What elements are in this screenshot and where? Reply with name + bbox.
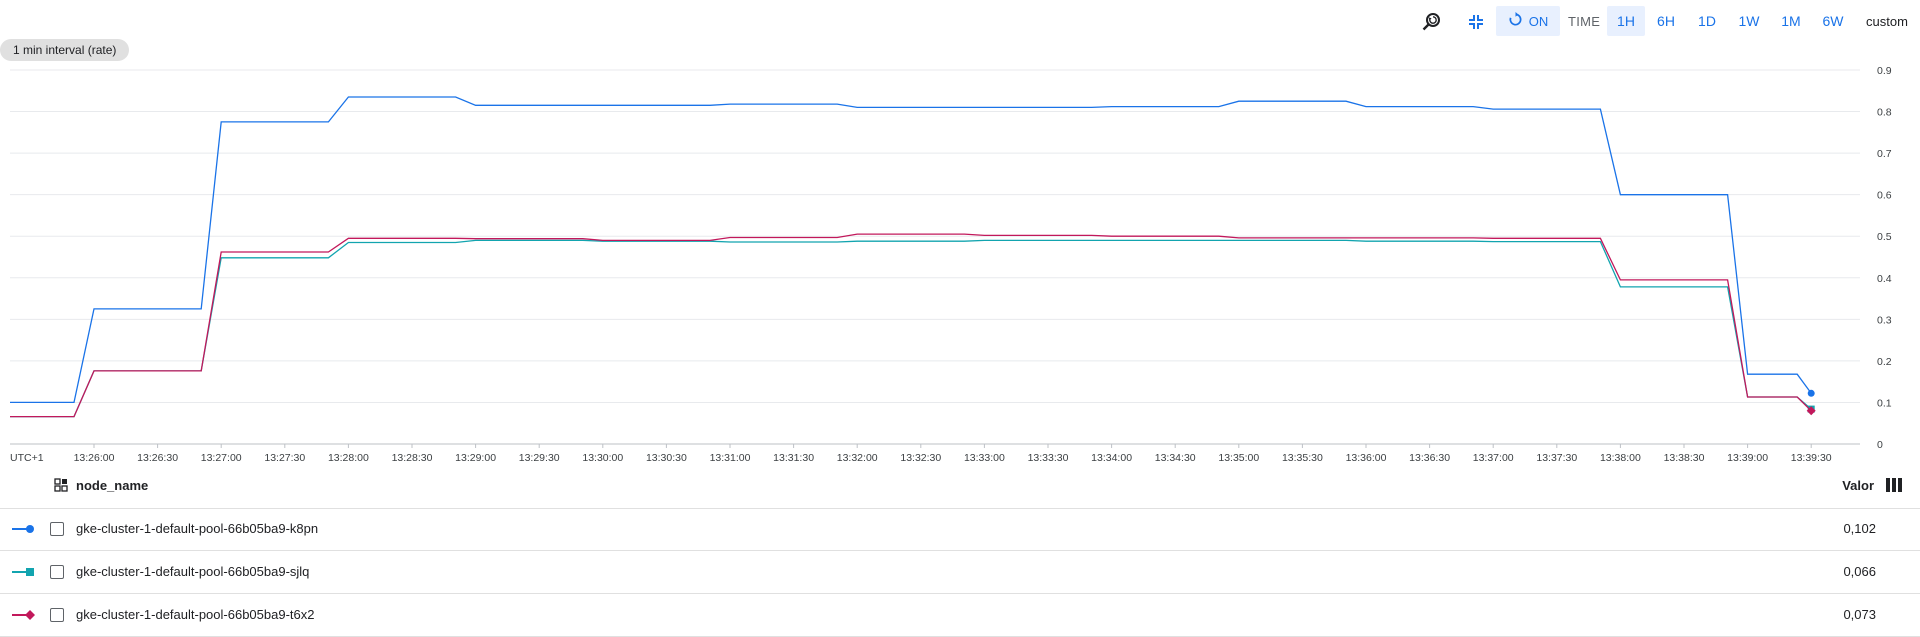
y-tick-label: 0.4 (1877, 273, 1892, 285)
x-tick-label: 13:27:00 (201, 452, 242, 464)
x-tick-label: 13:37:30 (1536, 452, 1577, 464)
x-tick-label: 13:33:00 (964, 452, 1005, 464)
y-tick-label: 0.6 (1877, 190, 1892, 202)
x-tick-label: 13:32:00 (837, 452, 878, 464)
series-marker-diamond-icon (12, 608, 36, 626)
x-tick-label: 13:38:00 (1600, 452, 1641, 464)
x-tick-label: 13:34:00 (1091, 452, 1132, 464)
series-lines (10, 96, 1816, 418)
range-1d-button[interactable]: 1D (1698, 13, 1716, 29)
x-tick-label: 13:31:00 (710, 452, 751, 464)
series-value: 0,066 (1843, 564, 1876, 579)
y-tick-label: 0.9 (1877, 65, 1892, 77)
x-tick-label: 13:39:00 (1727, 452, 1768, 464)
y-tick-label: 0.5 (1877, 231, 1892, 243)
y-tick-label: 0.7 (1877, 148, 1892, 160)
x-tick-label: 13:34:30 (1155, 452, 1196, 464)
time-label: TIME (1568, 14, 1601, 29)
x-tick-label: 13:32:30 (900, 452, 941, 464)
autorefresh-label: ON (1528, 13, 1549, 29)
x-tick-label: 13:36:00 (1346, 452, 1387, 464)
x-tick-label: 13:35:30 (1282, 452, 1323, 464)
range-6h-button[interactable]: 6H (1657, 13, 1675, 29)
y-tick-label: 0 (1877, 439, 1883, 451)
line-chart: 0 0.1 0.2 0.3 0.4 0.5 0.6 0.7 0.8 0.9 UTC+1 13:26… (10, 65, 1892, 464)
series-line (10, 233, 1812, 418)
legend-header: node_name Valor (0, 464, 1920, 509)
x-tick-label: 13:38:30 (1664, 452, 1705, 464)
x-tick-label: 13:30:00 (582, 452, 623, 464)
x-tick-label: 13:27:30 (264, 452, 305, 464)
y-tick-label: 0.8 (1877, 107, 1892, 119)
series-value: 0,102 (1843, 521, 1876, 536)
range-custom-button[interactable]: custom (1866, 13, 1908, 29)
series-checkbox[interactable] (50, 565, 64, 579)
x-tick-label: 13:35:00 (1218, 452, 1259, 464)
autorefresh-toggle[interactable]: ON (1496, 6, 1560, 36)
x-tick-label: 13:33:30 (1028, 452, 1069, 464)
columns-icon[interactable] (1886, 478, 1902, 497)
legend-row[interactable]: gke-cluster-1-default-pool-66b05ba9-k8pn… (0, 508, 1920, 551)
series-checkbox[interactable] (50, 522, 64, 536)
series-name: gke-cluster-1-default-pool-66b05ba9-t6x2 (76, 607, 315, 622)
x-tick-label: 13:29:30 (519, 452, 560, 464)
legend-row[interactable]: gke-cluster-1-default-pool-66b05ba9-t6x2… (0, 594, 1920, 637)
x-tick-label: 13:30:30 (646, 452, 687, 464)
x-tick-label: 13:31:30 (773, 452, 814, 464)
chart-toolbar: ON TIME 1H 6H 1D 1W 1M 6W custom (0, 0, 1920, 40)
series-marker-circle-icon (12, 522, 36, 540)
x-tick-label: 13:36:30 (1409, 452, 1450, 464)
series-marker-square-icon (12, 565, 36, 583)
y-tick-label: 0.1 (1877, 397, 1892, 409)
x-tick-label: 13:37:00 (1473, 452, 1514, 464)
x-axis-ticks: UTC+1 13:26:00 13:26:30 13:27:00 13:27:30 13… (10, 444, 1832, 464)
range-1h-button[interactable]: 1H (1607, 6, 1645, 36)
series-line (10, 96, 1812, 404)
range-6w-button[interactable]: 6W (1822, 13, 1844, 29)
zoom-reset-icon[interactable] (1418, 8, 1446, 36)
series-checkbox[interactable] (50, 608, 64, 622)
x-tick-label: 13:39:30 (1791, 452, 1832, 464)
column-header-node-name[interactable]: node_name (76, 478, 149, 493)
x-tick-label: 13:26:00 (74, 452, 115, 464)
x-tick-label: 13:26:30 (137, 452, 178, 464)
range-1w-button[interactable]: 1W (1738, 13, 1760, 29)
interval-chip: 1 min interval (rate) (0, 39, 130, 61)
legend-row[interactable]: gke-cluster-1-default-pool-66b05ba9-sjlq… (0, 551, 1920, 594)
group-by-icon[interactable] (54, 478, 68, 497)
series-end-point (1807, 389, 1815, 397)
series-name: gke-cluster-1-default-pool-66b05ba9-k8pn (76, 521, 319, 536)
series-name: gke-cluster-1-default-pool-66b05ba9-sjlq (76, 564, 310, 579)
y-tick-label: 0.2 (1877, 356, 1892, 368)
x-tick-label: 13:28:00 (328, 452, 369, 464)
x-tick-label: 13:29:00 (455, 452, 496, 464)
grid-lines (10, 69, 1860, 403)
y-axis-ticks: 0 0.1 0.2 0.3 0.4 0.5 0.6 0.7 0.8 0.9 (1877, 65, 1892, 451)
series-value: 0,073 (1843, 607, 1876, 622)
series-end-point (1806, 406, 1816, 416)
refresh-icon (1508, 12, 1523, 30)
x-tick-label: 13:28:30 (392, 452, 433, 464)
timezone-label: UTC+1 (10, 452, 44, 464)
y-tick-label: 0.3 (1877, 314, 1892, 326)
range-1m-button[interactable]: 1M (1781, 13, 1801, 29)
collapse-icon[interactable] (1462, 8, 1490, 36)
column-header-value[interactable]: Valor (1842, 478, 1874, 493)
series-line (10, 239, 1812, 418)
